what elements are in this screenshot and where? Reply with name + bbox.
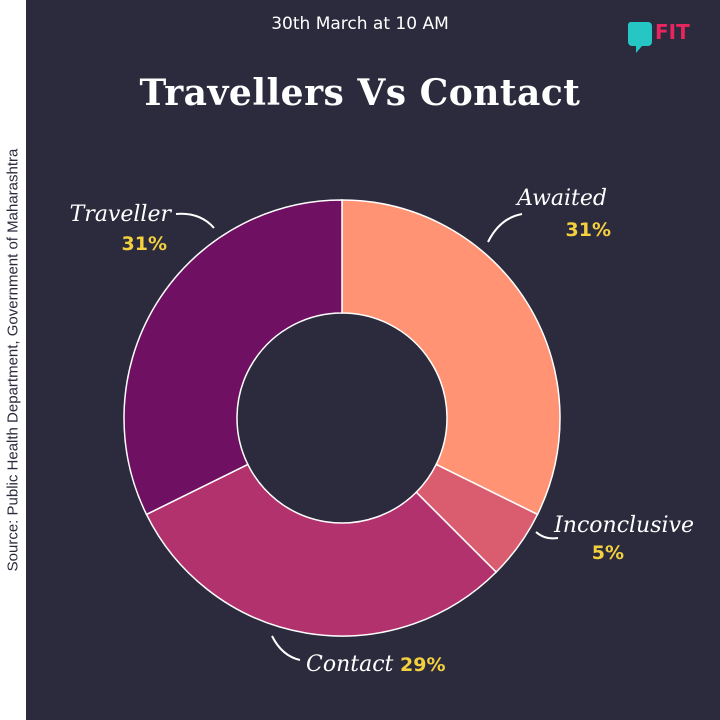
inconclusive-connector bbox=[535, 531, 559, 540]
donut-slices bbox=[123, 199, 561, 637]
slice-contact bbox=[145, 463, 498, 637]
logo-text: FIT bbox=[655, 20, 690, 44]
chart-subtitle: 30th March at 10 AM bbox=[271, 14, 449, 34]
slice-awaited bbox=[341, 199, 561, 516]
slice-value-awaited: 31% bbox=[566, 219, 611, 241]
traveller-connector bbox=[175, 212, 215, 229]
slice-name-contact: Contact bbox=[306, 652, 394, 677]
slice-value-traveller: 31% bbox=[122, 233, 167, 255]
fit-logo-icon bbox=[627, 22, 652, 53]
slice-name-traveller: Traveller bbox=[70, 202, 173, 227]
slice-name-inconclusive: Inconclusive bbox=[553, 513, 694, 538]
slice-traveller bbox=[123, 199, 343, 516]
slice-value-contact: 29% bbox=[400, 654, 445, 676]
source-strip: Source: Public Health Department, Govern… bbox=[0, 0, 26, 720]
slice-value-inconclusive: 5% bbox=[592, 542, 624, 564]
donut-labels: Awaited 31% Inconclusive 5% Contact 29% … bbox=[70, 186, 694, 677]
contact-connector bbox=[271, 635, 301, 661]
slice-name-awaited: Awaited bbox=[515, 186, 607, 211]
awaited-connector bbox=[487, 213, 523, 243]
chart-title: Travellers Vs Contact bbox=[139, 72, 581, 114]
